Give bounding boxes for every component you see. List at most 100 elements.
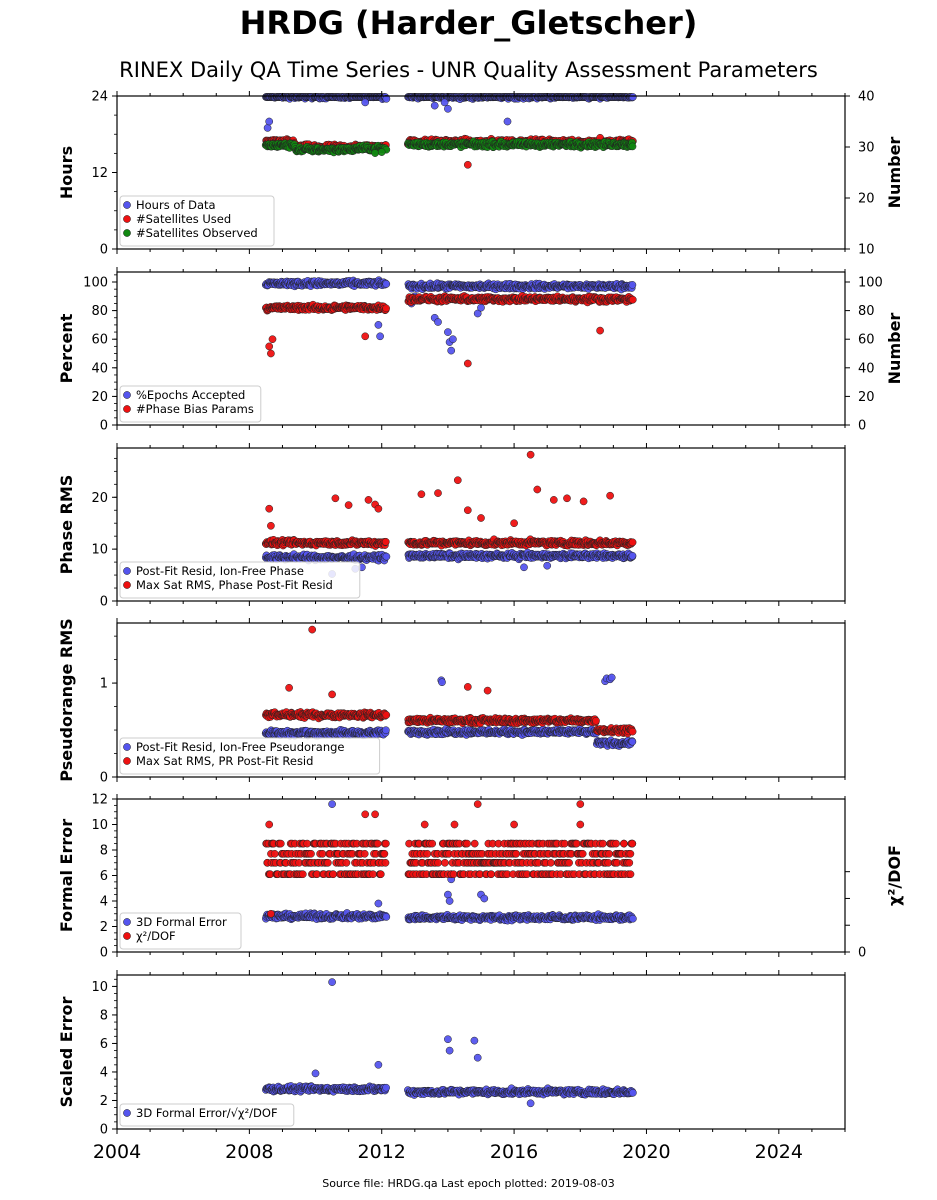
series-3-outlier [377, 148, 386, 156]
series-1-outlier [430, 101, 439, 110]
page-subtitle: RINEX Daily QA Time Series - UNR Quality… [119, 58, 818, 82]
series-2-outlier [265, 342, 274, 351]
series-2-point [628, 295, 637, 304]
y-axis-label: Percent [57, 313, 76, 383]
legend-entry: Max Sat RMS, Phase Post-Fit Resid [136, 578, 333, 592]
y-axis-label-right: Number [885, 313, 904, 385]
legend-entry: #Satellites Used [136, 212, 231, 226]
legend-entry: %Epochs Accepted [136, 388, 245, 402]
legend-entry: Post-Fit Resid, Ion-Free Phase [136, 564, 304, 578]
y-tick-label: 100 [83, 276, 108, 291]
y-tick-label: 0 [100, 595, 108, 610]
y-right-tick-label: 100 [858, 276, 883, 291]
series-2-outlier [267, 349, 275, 358]
y-right-tick-label: 20 [858, 192, 875, 207]
y-tick-label: 40 [91, 361, 108, 376]
legend-entry: #Satellites Observed [136, 226, 258, 240]
series-1-outlier [440, 98, 449, 107]
series-1-point [382, 552, 391, 561]
series-2-outlier [453, 476, 462, 485]
series-2-outlier [268, 335, 277, 344]
series-2-point [628, 538, 637, 547]
series-1-outlier [447, 346, 456, 355]
panel-3: 0 10 20 Phase RMS Post-Fit Resid, Ion-Free P… [57, 443, 846, 610]
series-1-point [382, 726, 390, 735]
series-1-point [628, 281, 637, 289]
series-1-outlier [520, 563, 528, 572]
data-points [261, 625, 637, 750]
series-2-outlier [361, 332, 370, 341]
series-2-outlier [596, 326, 604, 335]
series-1-outlier [607, 673, 616, 682]
series-2-outlier [533, 485, 542, 494]
y-tick-label: 0 [100, 243, 108, 258]
y-right-tick-label: 30 [858, 141, 875, 156]
series-1-outlier [434, 318, 442, 326]
legend-entry: #Phase Bias Params [136, 402, 254, 416]
y-tick-label: 12 [91, 166, 108, 181]
series-2-outlier [477, 514, 485, 522]
legend-entry: Hours of Data [136, 198, 216, 212]
y-right-tick-label: 20 [858, 390, 875, 405]
series-2-outlier [526, 450, 535, 459]
y-tick-label: 24 [91, 90, 108, 105]
series-2-outlier [364, 496, 373, 504]
series-1-outlier [374, 321, 383, 329]
series-2-outlier [463, 160, 472, 169]
y-ticks: 0 10 20 [91, 457, 117, 610]
legend-marker [123, 229, 131, 237]
y-axis-label: Phase RMS [57, 475, 76, 575]
legend-marker [123, 567, 131, 575]
y-right-tick-label: 60 [858, 333, 875, 348]
y-right-tick-label: 80 [858, 304, 875, 319]
series-1-outlier [477, 303, 485, 312]
y-tick-label: 20 [91, 491, 108, 506]
series-1-outlier [449, 335, 457, 344]
data-points [261, 276, 637, 368]
series-1-point [382, 280, 391, 288]
series-1-outlier [503, 117, 512, 126]
y-axis-label-right: Number [885, 137, 904, 209]
series-1-outlier [438, 678, 446, 687]
y-axis-label: Hours [57, 146, 76, 199]
series-1-point [628, 737, 637, 746]
legend: %Epochs Accepted#Phase Bias Params [119, 385, 262, 423]
series-2-point [382, 304, 390, 313]
series-1-point [382, 94, 391, 103]
series-2-outlier [510, 519, 518, 528]
series-2-outlier [563, 494, 571, 503]
page-title: HRDG (Harder_Gletscher) [239, 4, 698, 42]
series-2-outlier [579, 497, 588, 506]
series-2-outlier [265, 504, 274, 513]
series-2-outlier [344, 501, 353, 509]
series-1-outlier [543, 561, 552, 570]
series-3-outlier [371, 149, 379, 157]
series-2-outlier [374, 504, 383, 513]
series-2-outlier [463, 506, 472, 515]
data-points [261, 93, 637, 169]
y-ticks: 0 12 24 [91, 90, 117, 258]
legend: Hours of Data#Satellites Used#Satellites… [119, 195, 275, 247]
series-1-outlier [376, 332, 384, 341]
y-right-tick-label: 0 [858, 419, 866, 434]
series-1-outlier [265, 117, 274, 126]
legend-marker [123, 391, 131, 399]
data-points [261, 450, 637, 578]
series-1-point [628, 551, 637, 560]
y-tick-label: 20 [91, 390, 108, 405]
series-2-outlier [417, 490, 426, 499]
legend-marker [123, 201, 131, 209]
series-1-outlier [444, 328, 452, 336]
y-tick-label: 10 [91, 543, 108, 558]
y-right-tick-label: 10 [858, 243, 875, 258]
series-1-outlier [361, 98, 370, 107]
series-2-outlier [549, 496, 558, 504]
series-3-point [628, 142, 637, 151]
